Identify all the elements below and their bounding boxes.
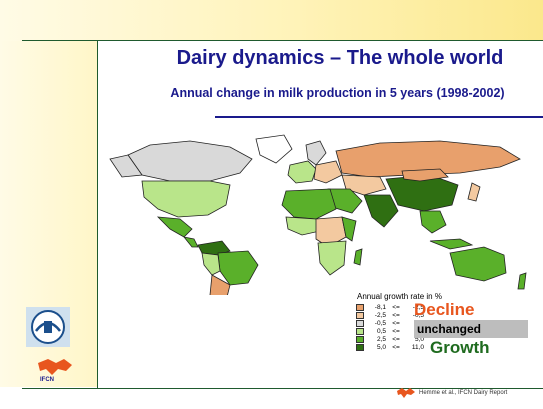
legend-low: 5,0 xyxy=(376,343,386,351)
legend-swatch xyxy=(356,343,364,351)
map-usa xyxy=(141,180,231,218)
map-greenland xyxy=(255,134,293,164)
subtitle-underline xyxy=(215,116,543,118)
subtitle-period: (1998-2002) xyxy=(436,86,505,100)
map-southern-cone xyxy=(209,274,231,295)
legend-high: -0,5 xyxy=(412,311,424,319)
legend-row: -2,5 <= -0,5 xyxy=(356,311,424,319)
legend-range: 2,5 <= 5,0 xyxy=(370,336,424,343)
legend-low: -0,5 xyxy=(374,319,386,327)
map-new-zealand xyxy=(517,272,527,290)
legend-swatch xyxy=(356,319,364,327)
map-southeast-asia xyxy=(419,210,447,234)
legend-low: -8,1 xyxy=(374,303,386,311)
legend-range: -8,1 <= -2,5 xyxy=(370,304,424,311)
legend-swatch xyxy=(356,335,364,343)
map-central-asia xyxy=(341,174,387,196)
map-north-africa xyxy=(281,188,337,220)
legend-high: 11,0 xyxy=(411,343,424,351)
ifcn-logo-map-shape xyxy=(38,359,72,375)
legend-row: -8,1 <= -2,5 xyxy=(356,303,424,311)
map-australia xyxy=(449,246,507,282)
frame-top-line xyxy=(22,40,543,41)
decline-label: Decline xyxy=(414,300,475,319)
legend-op: <= xyxy=(392,335,400,343)
map-southern-africa xyxy=(317,240,347,276)
legend-op: <= xyxy=(392,311,400,319)
source-credit: Hemme et al., IFCN Dairy Report xyxy=(419,390,508,396)
unchanged-label: unchanged xyxy=(417,322,482,336)
map-brazil xyxy=(217,250,259,286)
ifcn-logo-text: IFCN xyxy=(40,377,54,383)
legend-low: -2,5 xyxy=(374,311,386,319)
legend-range: 5,0 <= 11,0 xyxy=(370,344,424,351)
map-madagascar xyxy=(353,248,363,266)
map-mexico xyxy=(156,216,193,238)
map-canada xyxy=(127,140,253,182)
legend-op: <= xyxy=(392,319,400,327)
legend-row: 2,5 <= 5,0 xyxy=(356,335,424,343)
subtitle-text: Annual change in milk production in 5 ye… xyxy=(170,86,433,100)
ifcn-footer-icon xyxy=(397,388,415,398)
world-map xyxy=(109,134,527,295)
unchanged-box xyxy=(414,320,528,338)
map-scandinavia xyxy=(305,140,327,166)
legend-op: <= xyxy=(392,343,400,351)
legend-title: Annual growth rate in % xyxy=(357,292,442,301)
map-west-africa xyxy=(285,216,321,236)
map-andes xyxy=(201,252,221,276)
map-indonesia xyxy=(429,238,474,250)
map-alaska xyxy=(109,154,143,178)
legend-swatch xyxy=(356,311,364,319)
ifcn-footer-map-shape xyxy=(397,388,415,398)
slide-title: Dairy dynamics – The whole world xyxy=(176,47,504,69)
legend-low: 2,5 xyxy=(376,335,386,343)
map-east-africa xyxy=(341,216,357,242)
legend-high: -2,5 xyxy=(412,303,424,311)
university-logo xyxy=(26,307,70,347)
map-western-europe xyxy=(287,160,317,184)
legend-op: <= xyxy=(392,303,400,311)
legend-low: 0,5 xyxy=(376,327,386,335)
legend-swatch xyxy=(356,303,364,311)
growth-label: Growth xyxy=(430,338,490,357)
frame-bottom-line xyxy=(22,388,543,389)
map-japan xyxy=(467,182,481,202)
frame-vertical-line xyxy=(97,40,98,389)
legend-range: -2,5 <= -0,5 xyxy=(370,312,424,319)
legend-row: 5,0 <= 11,0 xyxy=(356,343,424,351)
university-logo-bar xyxy=(44,321,52,333)
map-eastern-europe xyxy=(313,160,343,184)
slide-subtitle: Annual change in milk production in 5 ye… xyxy=(135,86,540,100)
map-central-america xyxy=(183,236,199,248)
map-south-asia xyxy=(363,194,399,228)
legend-op: <= xyxy=(392,327,400,335)
header-band xyxy=(0,0,543,41)
map-mongolia xyxy=(401,168,449,182)
ifcn-logo-icon xyxy=(38,359,72,375)
legend-high: 5,0 xyxy=(414,335,424,343)
legend-swatch xyxy=(356,327,364,335)
